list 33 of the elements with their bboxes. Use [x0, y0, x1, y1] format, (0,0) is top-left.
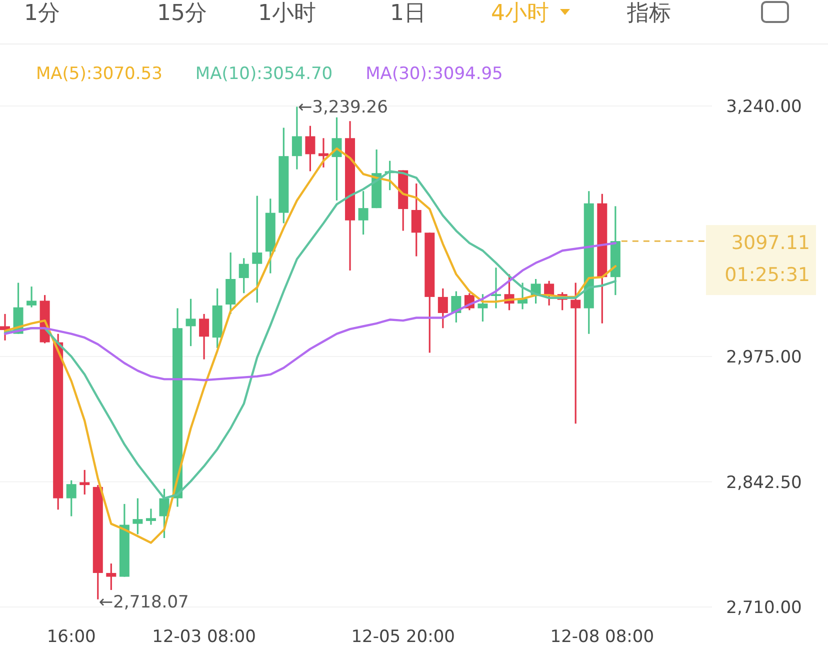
y-tick-label: 3,240.00: [726, 97, 802, 117]
candlestick: [199, 313, 210, 360]
candlestick: [478, 293, 488, 322]
candlestick: [80, 469, 90, 496]
candlestick: [570, 282, 581, 424]
candlestick: [411, 182, 422, 258]
toolbar: 1分 15分 1小时 1日 4小时 指标: [24, 1, 671, 26]
candlestick: [106, 562, 116, 591]
candlestick: [238, 257, 249, 294]
candlestick: [159, 488, 170, 539]
candlestick: [66, 480, 76, 518]
candlestick: [146, 508, 156, 526]
x-tick-label: 12-05 20:00: [351, 627, 455, 647]
legend: MA(5):3070.53 MA(10):3054.70 MA(30):3094.95: [36, 64, 503, 84]
y-tick-label: 2,975.00: [726, 348, 802, 368]
candlestick: [26, 286, 37, 308]
annotation: ←2,718.07: [98, 592, 189, 612]
ref-line-label: 3097.11: [731, 232, 810, 254]
x-tick-label: 16:00: [46, 627, 96, 647]
candlestick: [305, 125, 316, 172]
annotation: ←3,239.26: [298, 98, 388, 118]
candlestick: [252, 195, 262, 304]
candlestick: [490, 266, 501, 310]
x-tick-label: 12-08 08:00: [550, 627, 654, 647]
y-tick-label: 2,710.00: [726, 598, 802, 618]
candlestick: [358, 190, 368, 236]
text: 01:25:31: [724, 264, 810, 286]
candlestick: [438, 288, 448, 329]
y-tick-label: 2,842.50: [726, 472, 802, 493]
candlestick: [544, 280, 554, 306]
candlestick: [132, 497, 143, 536]
candlestick: [186, 298, 196, 347]
x-tick-label: 12-03 08:00: [152, 627, 256, 647]
